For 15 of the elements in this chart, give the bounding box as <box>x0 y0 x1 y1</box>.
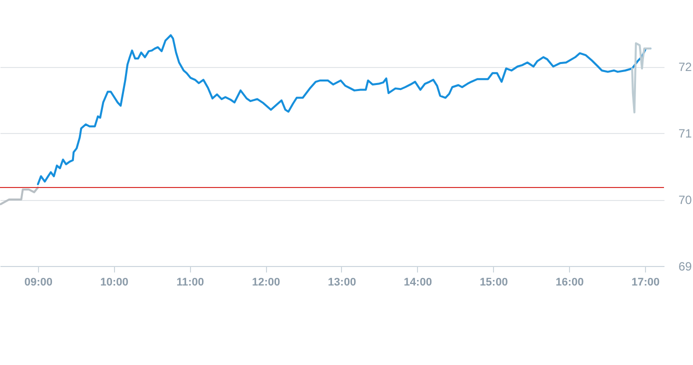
x-tick-label: 14:00 <box>404 276 432 288</box>
line-series <box>0 186 39 206</box>
x-tick-label: 10:00 <box>100 276 128 288</box>
line-series <box>631 42 652 114</box>
x-tick-label: 09:00 <box>24 276 53 288</box>
x-tick-label: 13:00 <box>328 276 356 288</box>
y-tick-label: 69 <box>678 260 692 274</box>
x-tick-label: 16:00 <box>556 276 584 288</box>
x-tick-label: 17:00 <box>631 276 660 288</box>
y-tick-label: 72 <box>678 60 692 74</box>
x-tick-label: 12:00 <box>252 276 280 288</box>
y-tick-label: 70 <box>678 193 692 207</box>
x-tick-label: 15:00 <box>480 276 508 288</box>
y-tick-label: 71 <box>678 126 692 140</box>
x-tick-label: 11:00 <box>176 276 204 288</box>
